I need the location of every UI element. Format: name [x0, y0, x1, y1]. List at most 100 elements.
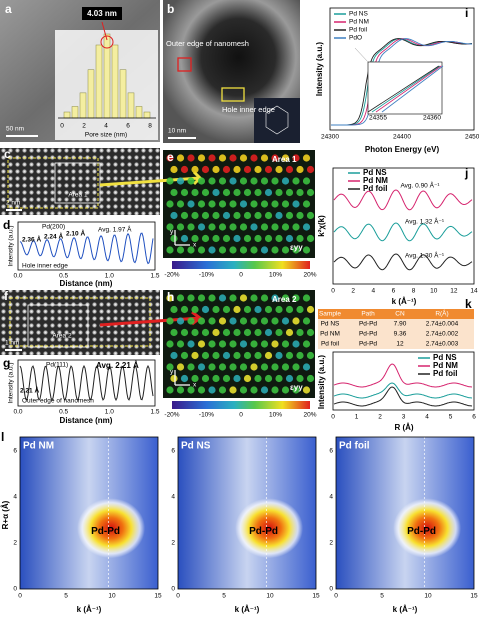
table-cell: Pd-Pd [359, 341, 377, 348]
label: d [3, 218, 10, 232]
legend-label: Pd NM [363, 176, 388, 185]
strain-dot [166, 223, 174, 231]
strain-dot [229, 386, 237, 394]
strain-dot [187, 154, 195, 162]
strain-dot [201, 211, 210, 220]
strain-dot [302, 177, 311, 185]
table-header-cell: CN [395, 311, 405, 318]
strain-dot [208, 386, 216, 394]
legend-label: Pd NS [349, 11, 368, 18]
strain-dot [212, 165, 220, 174]
strain-dot [271, 177, 279, 185]
tick-label: 24400 [393, 134, 411, 141]
tick-label: 0 [239, 272, 243, 279]
strain-dot [187, 340, 195, 348]
strain-dot [243, 351, 252, 360]
tick-label: 6 [171, 448, 175, 455]
strain-dot [170, 305, 178, 314]
label: h [167, 290, 174, 304]
strain-dot [191, 211, 199, 220]
curve [19, 232, 154, 265]
strain-dot [292, 363, 300, 371]
label: k (Å⁻¹) [235, 605, 260, 614]
label: Distance (nm) [60, 279, 113, 288]
area-box [27, 304, 89, 348]
tick-label: 10 [108, 593, 116, 600]
strain-dot [201, 351, 210, 360]
strain-dot [201, 305, 210, 314]
wavelet-peak [393, 498, 462, 559]
tick-label: 2 [378, 414, 382, 421]
strain-dot [254, 351, 262, 360]
plot-frame [332, 351, 475, 411]
strain-dot [260, 340, 269, 348]
strain-dot [243, 188, 252, 197]
strain-dot [260, 177, 269, 185]
tick-label: 0 [331, 288, 335, 295]
label: f [4, 289, 9, 303]
strain-dot [176, 386, 185, 394]
tick-label: 0 [176, 593, 180, 600]
strain-dot [260, 200, 269, 208]
strain-dot [285, 188, 294, 197]
strain-dot [285, 234, 294, 243]
strain-dot [306, 351, 315, 360]
tick-label: 20% [303, 412, 316, 419]
strain-dot [187, 200, 195, 208]
tick-label: 2 [82, 123, 86, 130]
strain-dot [218, 177, 227, 185]
tick-label: 15 [470, 593, 478, 600]
strain-dot [239, 363, 248, 371]
strain-dot [197, 223, 206, 231]
strain-dot [281, 223, 290, 231]
tick-label: 1 [355, 414, 359, 421]
label: Area 2 [52, 333, 72, 340]
tick-label: 1.0 [105, 409, 114, 416]
strain-dot [176, 363, 185, 371]
strain-dot [208, 294, 216, 302]
tick-label: 4 [371, 288, 375, 295]
strain-dot [306, 211, 315, 220]
strain-dot [260, 223, 269, 231]
strain-dot [212, 374, 220, 383]
tick-label: 15 [154, 593, 162, 600]
strain-dot [260, 386, 269, 394]
strain-dot [271, 363, 279, 371]
strain-dot [285, 305, 294, 314]
strain-dot [212, 234, 220, 243]
strain-dot [243, 328, 252, 337]
strain-dot [296, 211, 304, 220]
tick-label: 24360 [423, 115, 441, 122]
tick-label: 8 [412, 288, 416, 295]
strain-dot [187, 246, 195, 254]
label: i [465, 6, 468, 20]
strain-dot [218, 363, 227, 371]
tick-label: 0 [18, 593, 22, 600]
strain-dot [285, 328, 294, 337]
tick-label: 12 [450, 288, 458, 295]
strain-dot [292, 340, 300, 348]
label: j [464, 166, 468, 180]
strain-dot [229, 154, 237, 162]
strain-dot [208, 223, 216, 231]
strain-dot [222, 165, 231, 174]
strain-dot [285, 374, 294, 383]
strain-dot [239, 223, 248, 231]
strain-dot [166, 200, 174, 208]
strain-dot [229, 340, 237, 348]
histogram-bar [71, 106, 79, 119]
strain-dot [296, 374, 304, 383]
tick-label: 0.5 [59, 273, 68, 280]
label: Pd NM [23, 441, 54, 452]
strain-dot [180, 211, 189, 220]
tick-label: 15 [312, 593, 320, 600]
legend-label: Pd NS [363, 168, 387, 177]
strain-dot [208, 177, 216, 185]
strain-dot [197, 340, 206, 348]
strain-dot [191, 305, 199, 314]
table-cell: 12 [396, 341, 404, 348]
strain-dot [260, 317, 269, 325]
strain-dot [222, 305, 231, 314]
strain-dot [302, 386, 311, 394]
